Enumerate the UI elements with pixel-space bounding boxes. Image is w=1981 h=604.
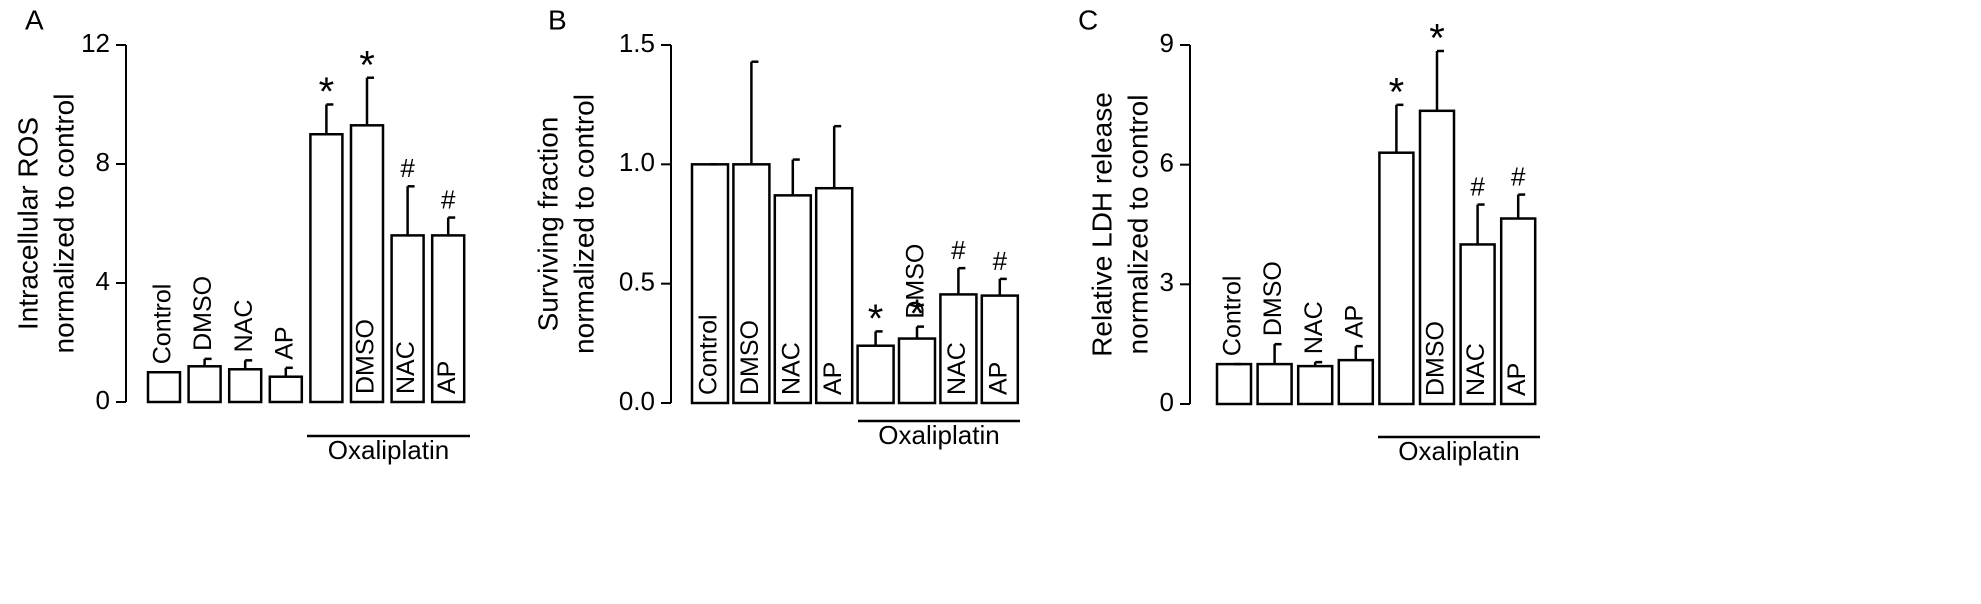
bar-label: DMSO [189, 276, 217, 351]
significance-mark: * [909, 292, 925, 336]
bar [146, 371, 182, 404]
bar-label: AP [1503, 363, 1531, 396]
y-tick-label: 1.5 [619, 28, 655, 58]
bar-label: AP [819, 362, 847, 395]
bar [227, 368, 263, 404]
y-tick-label: 1.0 [619, 147, 655, 177]
bar-label: AP [433, 361, 461, 394]
bar-label: DMSO [902, 244, 930, 319]
bar [1459, 243, 1496, 406]
significance-mark: # [1511, 161, 1526, 191]
bar [939, 293, 978, 405]
bar-label: DMSO [352, 319, 380, 394]
bar [1215, 362, 1253, 406]
bar [732, 163, 771, 405]
bar-label: DMSO [1422, 321, 1450, 396]
bar [1296, 364, 1334, 406]
bar-label: NAC [230, 300, 258, 353]
bar-label: NAC [943, 342, 971, 395]
y-axis-label: normalized to control [568, 94, 599, 354]
y-tick-label: 3 [1160, 267, 1174, 297]
bar-label: NAC [777, 342, 805, 395]
bar [349, 124, 385, 404]
bar [814, 186, 854, 405]
bar-label: NAC [1462, 343, 1490, 396]
bar-label: Control [149, 284, 177, 365]
bar [1499, 217, 1537, 406]
bar [187, 365, 222, 404]
significance-mark: * [1429, 17, 1445, 61]
significance-mark: * [1389, 70, 1405, 114]
bar [309, 133, 344, 404]
group-label: Oxaliplatin [328, 435, 449, 465]
significance-mark: # [993, 246, 1008, 276]
y-tick-label: 0 [96, 385, 110, 415]
significance-mark: # [400, 153, 415, 183]
y-tick-label: 8 [96, 147, 110, 177]
significance-mark: * [868, 297, 884, 341]
y-axis-label: Relative LDH release [1086, 92, 1117, 357]
group-label: Oxaliplatin [1398, 436, 1519, 466]
bar-label: NAC [1300, 301, 1328, 354]
bar-label: Control [695, 314, 723, 395]
y-tick-label: 0 [1160, 387, 1174, 417]
y-tick-label: 0.0 [619, 386, 655, 416]
significance-mark: # [1470, 171, 1485, 201]
bar [1337, 358, 1375, 406]
y-axis-label: Surviving fraction [532, 117, 563, 332]
bar [268, 375, 304, 404]
bar-label: AP [984, 362, 1012, 395]
panel-label: B [548, 4, 567, 35]
group-label: Oxaliplatin [878, 420, 999, 450]
bar [897, 337, 937, 405]
bar-label: DMSO [1259, 261, 1287, 336]
y-tick-label: 12 [81, 28, 110, 58]
bar [773, 194, 813, 405]
bar-label: AP [1340, 305, 1368, 338]
y-tick-label: 4 [96, 266, 110, 296]
bar [1378, 151, 1415, 406]
significance-mark: # [951, 235, 966, 265]
y-tick-label: 0.5 [619, 267, 655, 297]
y-axis-label: Intracellular ROS [12, 117, 43, 330]
significance-mark: * [319, 70, 335, 114]
bar-label: DMSO [736, 320, 764, 395]
y-axis-label: normalized to control [48, 94, 79, 354]
bar-label: NAC [392, 341, 420, 394]
y-axis-label: normalized to control [1122, 95, 1153, 355]
panel-label: C [1078, 4, 1098, 35]
y-tick-label: 9 [1160, 28, 1174, 58]
bar [1256, 362, 1293, 406]
significance-mark: # [441, 184, 456, 214]
bar [856, 344, 895, 405]
panel-label: A [25, 4, 44, 35]
significance-mark: * [359, 43, 375, 87]
bar-label: Control [1219, 276, 1247, 357]
bar [690, 163, 730, 405]
bar-label: AP [270, 326, 298, 359]
y-tick-label: 6 [1160, 148, 1174, 178]
